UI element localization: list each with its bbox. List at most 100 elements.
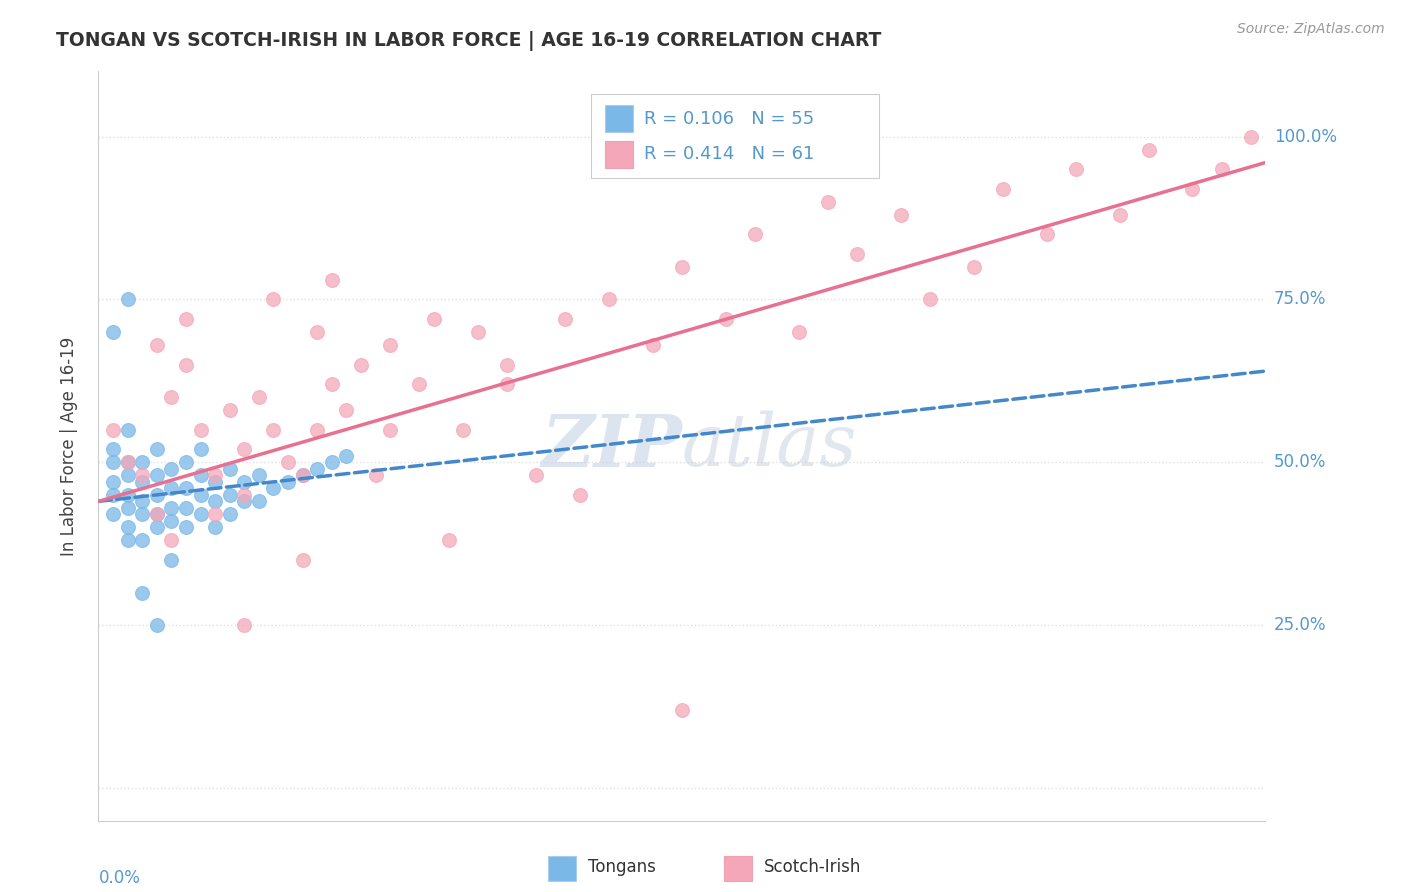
Point [918, 293, 941, 307]
Point [190, 423, 212, 437]
Point [496, 358, 519, 372]
Point [408, 377, 430, 392]
Point [204, 468, 226, 483]
Point [364, 468, 387, 483]
Point [146, 488, 169, 502]
Point [131, 533, 153, 548]
Point [117, 520, 139, 534]
Point [1211, 162, 1233, 177]
Point [846, 247, 869, 261]
Point [101, 442, 124, 457]
Point [787, 325, 810, 339]
Point [307, 462, 329, 476]
Point [174, 455, 197, 469]
Text: 100.0%: 100.0% [1274, 128, 1337, 145]
Point [117, 533, 139, 548]
Point [380, 423, 402, 437]
Point [524, 468, 547, 483]
Text: TONGAN VS SCOTCH-IRISH IN LABOR FORCE | AGE 16-19 CORRELATION CHART: TONGAN VS SCOTCH-IRISH IN LABOR FORCE | … [56, 31, 882, 51]
Text: R = 0.414   N = 61: R = 0.414 N = 61 [644, 145, 814, 163]
Text: 50.0%: 50.0% [1274, 453, 1326, 471]
Point [1035, 227, 1057, 242]
Point [174, 520, 197, 534]
Y-axis label: In Labor Force | Age 16-19: In Labor Force | Age 16-19 [59, 336, 77, 556]
Point [1240, 129, 1263, 144]
Point [350, 358, 373, 372]
Point [247, 468, 270, 483]
Point [146, 508, 169, 522]
Point [174, 358, 197, 372]
Point [321, 455, 343, 469]
Point [991, 181, 1014, 195]
Point [1108, 208, 1130, 222]
Point [204, 508, 226, 522]
Point [233, 618, 256, 632]
Point [262, 293, 284, 307]
Point [160, 553, 183, 567]
Point [218, 403, 240, 417]
Point [218, 488, 240, 502]
Text: 25.0%: 25.0% [1274, 616, 1326, 634]
Point [204, 520, 226, 534]
Point [117, 423, 139, 437]
Point [146, 618, 169, 632]
Point [131, 468, 153, 483]
Point [671, 703, 693, 717]
Point [190, 442, 212, 457]
Point [146, 508, 169, 522]
Point [962, 260, 984, 274]
Point [817, 194, 839, 209]
Point [131, 585, 153, 599]
Point [714, 312, 737, 326]
Point [117, 468, 139, 483]
Point [291, 468, 314, 483]
Text: 75.0%: 75.0% [1274, 291, 1326, 309]
Point [1137, 143, 1160, 157]
Point [117, 455, 139, 469]
Point [671, 260, 693, 274]
Point [190, 488, 212, 502]
Point [380, 338, 402, 352]
Point [890, 208, 912, 222]
Point [160, 500, 183, 515]
Text: 0.0%: 0.0% [98, 870, 141, 888]
Point [291, 468, 314, 483]
Point [160, 390, 183, 404]
Point [423, 312, 446, 326]
Point [496, 377, 519, 392]
Text: atlas: atlas [682, 410, 858, 482]
Point [204, 475, 226, 489]
Point [277, 475, 299, 489]
Point [190, 508, 212, 522]
Point [131, 508, 153, 522]
Point [101, 423, 124, 437]
Point [160, 533, 183, 548]
Point [247, 494, 270, 508]
Text: ZIP: ZIP [541, 410, 682, 482]
Point [321, 273, 343, 287]
Point [641, 338, 664, 352]
Point [190, 468, 212, 483]
Point [174, 481, 197, 495]
Point [744, 227, 766, 242]
Point [233, 475, 256, 489]
Point [101, 325, 124, 339]
Point [437, 533, 460, 548]
Point [117, 488, 139, 502]
Text: R = 0.106   N = 55: R = 0.106 N = 55 [644, 110, 814, 128]
Point [277, 455, 299, 469]
Point [101, 475, 124, 489]
Point [117, 455, 139, 469]
Point [262, 423, 284, 437]
Point [307, 423, 329, 437]
Point [101, 455, 124, 469]
Point [218, 462, 240, 476]
Point [247, 390, 270, 404]
Point [131, 494, 153, 508]
Point [554, 312, 576, 326]
Point [218, 508, 240, 522]
Point [233, 494, 256, 508]
Point [233, 488, 256, 502]
Point [174, 312, 197, 326]
Text: Scotch-Irish: Scotch-Irish [763, 858, 860, 876]
